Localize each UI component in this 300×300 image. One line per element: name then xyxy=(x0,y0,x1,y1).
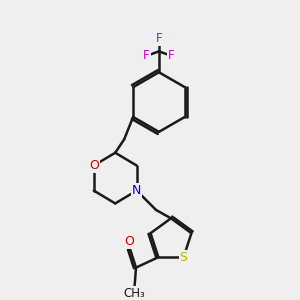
Text: S: S xyxy=(180,251,188,264)
Text: F: F xyxy=(143,50,150,62)
Text: O: O xyxy=(124,235,134,248)
Text: N: N xyxy=(132,184,141,197)
Text: O: O xyxy=(89,159,99,172)
Text: F: F xyxy=(156,32,162,45)
Text: F: F xyxy=(168,50,175,62)
Text: CH₃: CH₃ xyxy=(124,287,146,300)
